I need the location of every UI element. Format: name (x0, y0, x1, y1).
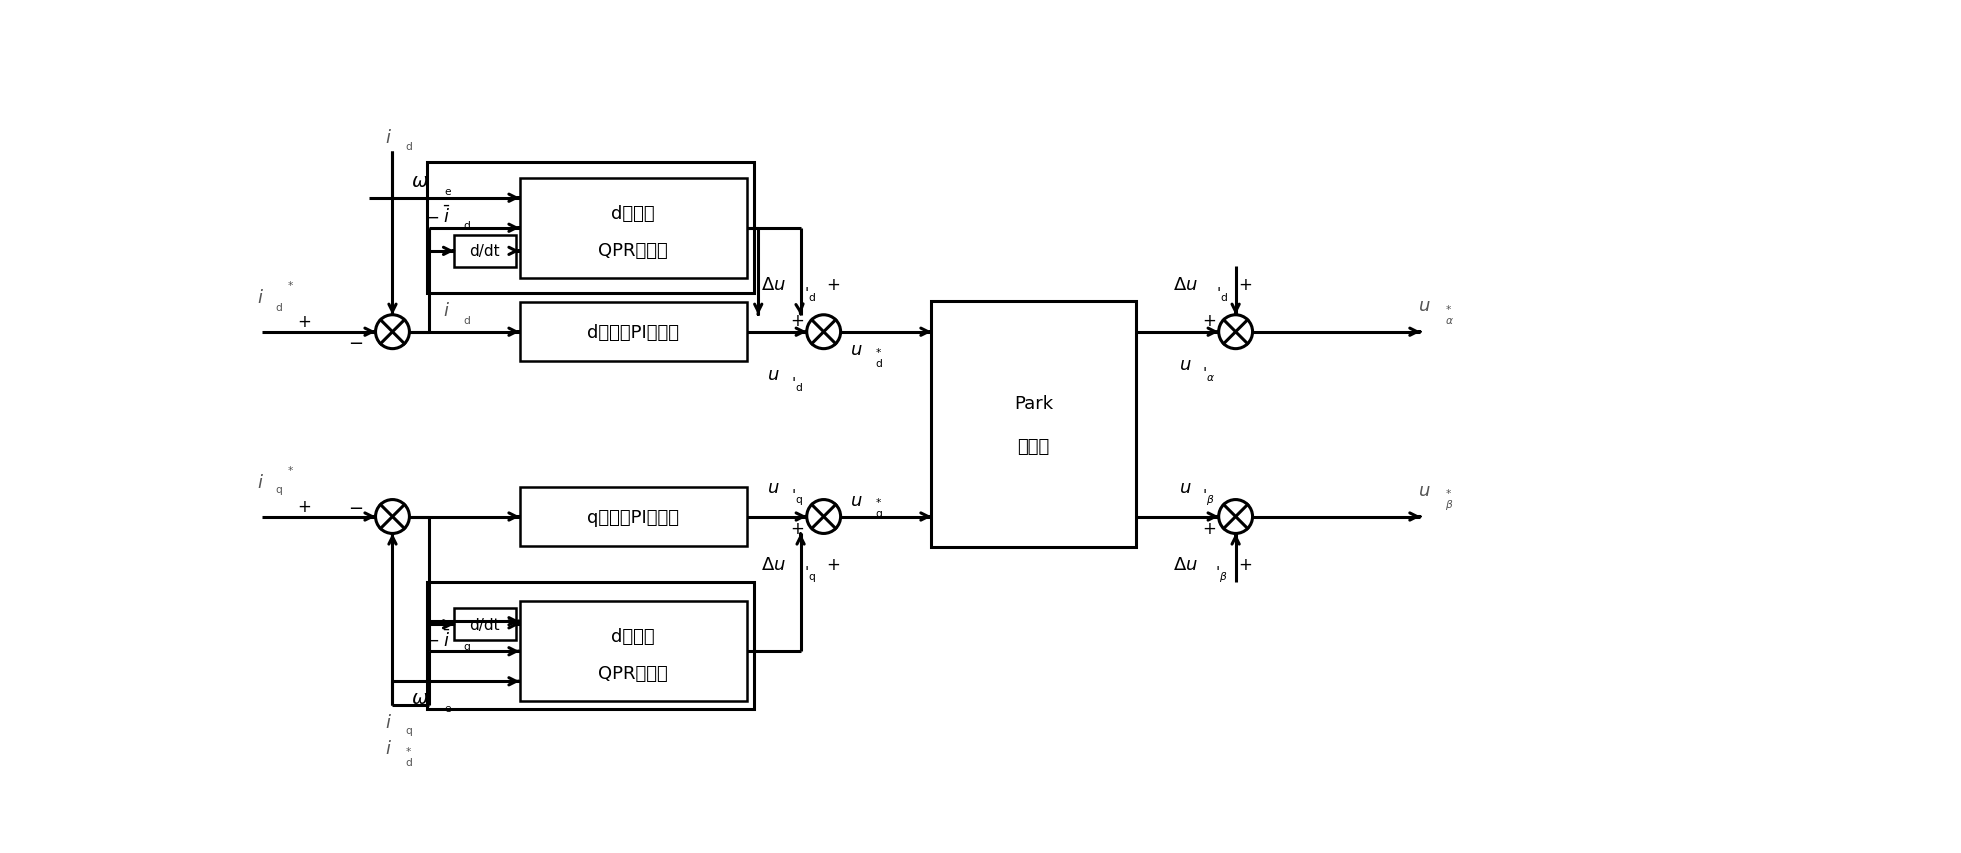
Text: $u$: $u$ (849, 491, 863, 509)
Text: d轴模糊: d轴模糊 (612, 628, 655, 646)
Text: $\Delta u$: $\Delta u$ (1173, 276, 1198, 293)
Text: $u$: $u$ (1179, 479, 1192, 496)
Bar (931, 302, 1135, 548)
Text: $\Delta u$: $\Delta u$ (1173, 555, 1198, 573)
Text: Park: Park (1014, 394, 1053, 412)
Text: d轴电流PI控制器: d轴电流PI控制器 (586, 323, 679, 341)
Text: $+$: $+$ (826, 555, 839, 573)
Bar (455, 608, 516, 641)
Text: $\bar{i}$: $\bar{i}$ (443, 206, 451, 227)
Text: $+$: $+$ (296, 497, 312, 515)
Text: $i$: $i$ (384, 739, 392, 757)
Text: $'_{\mathrm{d}}$: $'_{\mathrm{d}}$ (1216, 285, 1228, 303)
Bar (520, 178, 747, 278)
Text: $-$: $-$ (347, 333, 363, 351)
Text: $+$: $+$ (296, 312, 312, 331)
Text: $'_{\mathrm{q}}$: $'_{\mathrm{q}}$ (804, 564, 816, 584)
Text: $+$: $+$ (1237, 555, 1251, 573)
Text: $_{\mathrm{q}}$: $_{\mathrm{q}}$ (463, 641, 471, 654)
Text: $_{\mathrm{e}}$: $_{\mathrm{e}}$ (443, 700, 451, 715)
Text: $+$: $+$ (790, 519, 804, 537)
Text: QPR控制器: QPR控制器 (598, 664, 669, 682)
Text: $i$: $i$ (384, 129, 392, 147)
Text: $+$: $+$ (826, 276, 839, 293)
Text: $+$: $+$ (1202, 519, 1216, 537)
Bar (520, 601, 747, 701)
Text: $u$: $u$ (1179, 356, 1192, 374)
Text: d/dt: d/dt (469, 244, 500, 259)
Text: $^{*}$: $^{*}$ (286, 283, 294, 297)
Text: $^{*}_{\mathrm{d}}$: $^{*}_{\mathrm{d}}$ (406, 745, 414, 768)
Text: $\Delta u$: $\Delta u$ (761, 555, 786, 573)
Bar (520, 303, 747, 362)
Text: $+$: $+$ (1202, 312, 1216, 330)
Bar (455, 235, 516, 268)
Text: $+$: $+$ (790, 312, 804, 330)
Text: $u$: $u$ (1418, 481, 1432, 499)
Text: $i$: $i$ (257, 473, 263, 491)
Text: $\omega$: $\omega$ (410, 172, 427, 190)
Text: d轴模糊: d轴模糊 (612, 205, 655, 223)
Text: $u$: $u$ (1418, 296, 1432, 315)
Text: $u$: $u$ (767, 366, 780, 384)
Bar (427, 583, 755, 709)
Text: $'_{\mathrm{q}}$: $'_{\mathrm{q}}$ (790, 486, 802, 508)
Text: $^{*}_{\alpha}$: $^{*}_{\alpha}$ (1445, 304, 1455, 327)
Text: $+$: $+$ (1237, 276, 1251, 293)
Text: $_{\mathrm{q}}$: $_{\mathrm{q}}$ (406, 723, 414, 738)
Text: d/dt: d/dt (469, 617, 500, 632)
Text: $_{\mathrm{d}}$: $_{\mathrm{d}}$ (275, 299, 282, 313)
Text: $-$: $-$ (426, 207, 439, 225)
Text: $i$: $i$ (443, 302, 449, 320)
Text: $'_{\mathrm{d}}$: $'_{\mathrm{d}}$ (804, 285, 816, 303)
Text: $'_{\beta}$: $'_{\beta}$ (1216, 564, 1228, 584)
Text: $-$: $-$ (426, 630, 439, 648)
Text: $'_{\beta}$: $'_{\beta}$ (1202, 486, 1216, 508)
Text: $\Delta u$: $\Delta u$ (761, 276, 786, 293)
Text: $^{*}$: $^{*}$ (286, 467, 294, 482)
Text: $_{\mathrm{e}}$: $_{\mathrm{e}}$ (443, 183, 451, 198)
Text: $'_{\alpha}$: $'_{\alpha}$ (1202, 364, 1216, 383)
Text: 反变换: 反变换 (1018, 437, 1049, 456)
Bar (427, 163, 755, 294)
Text: $i$: $i$ (257, 288, 263, 307)
Text: $^{*}_{\mathrm{d}}$: $^{*}_{\mathrm{d}}$ (875, 347, 882, 370)
Text: $_{\mathrm{d}}$: $_{\mathrm{d}}$ (463, 218, 471, 232)
Text: $_{\mathrm{d}}$: $_{\mathrm{d}}$ (406, 139, 414, 154)
Text: $_{\mathrm{d}}$: $_{\mathrm{d}}$ (463, 312, 471, 326)
Text: $\bar{i}$: $\bar{i}$ (443, 629, 451, 650)
Text: q轴电流PI控制器: q轴电流PI控制器 (586, 508, 679, 526)
Text: $^{*}_{\beta}$: $^{*}_{\beta}$ (1445, 487, 1453, 513)
Text: $u$: $u$ (767, 479, 780, 496)
Text: $-$: $-$ (347, 497, 363, 515)
Bar (520, 488, 747, 546)
Text: QPR控制器: QPR控制器 (598, 241, 669, 259)
Text: $'_{\mathrm{d}}$: $'_{\mathrm{d}}$ (790, 374, 802, 393)
Text: $i$: $i$ (384, 713, 392, 731)
Text: $_{\mathrm{q}}$: $_{\mathrm{q}}$ (275, 484, 282, 498)
Text: $\omega$: $\omega$ (410, 689, 427, 707)
Text: $u$: $u$ (849, 340, 863, 358)
Text: $^{*}_{\mathrm{q}}$: $^{*}_{\mathrm{q}}$ (875, 496, 882, 522)
